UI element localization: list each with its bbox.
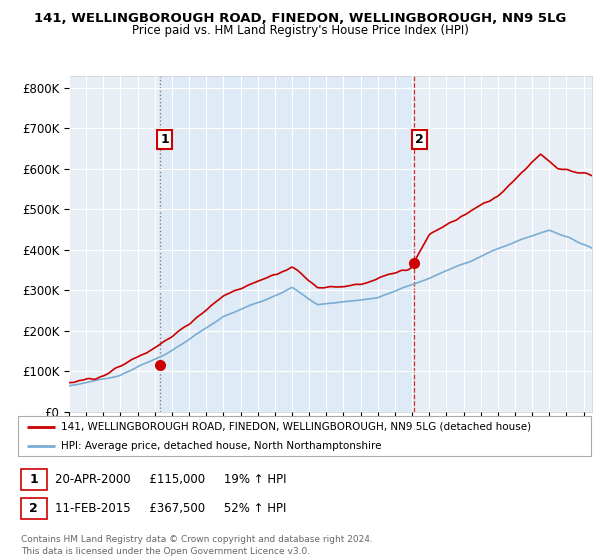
Text: This data is licensed under the Open Government Licence v3.0.: This data is licensed under the Open Gov… — [21, 547, 310, 556]
FancyBboxPatch shape — [21, 498, 47, 519]
Text: 2: 2 — [415, 133, 424, 146]
Text: HPI: Average price, detached house, North Northamptonshire: HPI: Average price, detached house, Nort… — [61, 441, 382, 451]
Text: 2: 2 — [29, 502, 38, 515]
Text: Contains HM Land Registry data © Crown copyright and database right 2024.: Contains HM Land Registry data © Crown c… — [21, 535, 373, 544]
Text: Price paid vs. HM Land Registry's House Price Index (HPI): Price paid vs. HM Land Registry's House … — [131, 24, 469, 36]
Bar — [160, 76, 414, 412]
Text: 1: 1 — [161, 133, 169, 146]
FancyBboxPatch shape — [18, 416, 591, 456]
Text: 1: 1 — [29, 473, 38, 486]
Text: 11-FEB-2015     £367,500     52% ↑ HPI: 11-FEB-2015 £367,500 52% ↑ HPI — [55, 502, 287, 515]
Text: 141, WELLINGBOROUGH ROAD, FINEDON, WELLINGBOROUGH, NN9 5LG: 141, WELLINGBOROUGH ROAD, FINEDON, WELLI… — [34, 12, 566, 25]
Text: 141, WELLINGBOROUGH ROAD, FINEDON, WELLINGBOROUGH, NN9 5LG (detached house): 141, WELLINGBOROUGH ROAD, FINEDON, WELLI… — [61, 422, 531, 432]
FancyBboxPatch shape — [21, 469, 47, 489]
Text: 20-APR-2000     £115,000     19% ↑ HPI: 20-APR-2000 £115,000 19% ↑ HPI — [55, 473, 287, 486]
